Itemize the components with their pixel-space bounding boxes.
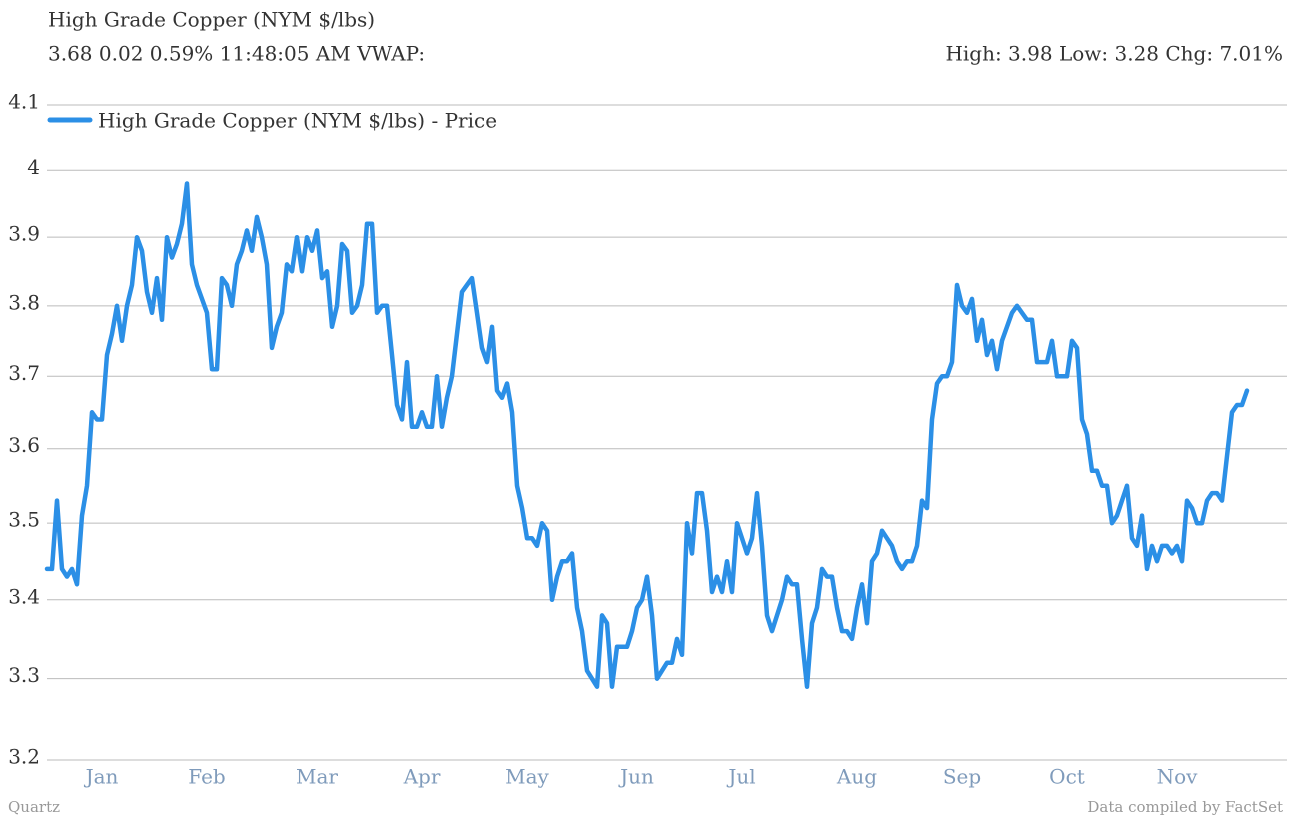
x-tick-label: Aug (836, 765, 877, 789)
x-tick-label: Sep (943, 765, 981, 789)
y-tick-label: 3.6 (8, 433, 40, 457)
x-tick-label: Apr (403, 765, 441, 789)
stats-line: High: 3.98 Low: 3.28 Chg: 7.01% (945, 42, 1283, 66)
y-tick-label: 3.3 (8, 663, 40, 687)
x-tick-label: Nov (1157, 765, 1199, 789)
y-tick-label: 4.1 (8, 90, 40, 114)
x-tick-label: Mar (296, 765, 338, 789)
quote-line: 3.68 0.02 0.59% 11:48:05 AM VWAP: (48, 42, 425, 66)
x-tick-label: Jun (618, 765, 654, 789)
y-tick-label: 3.4 (8, 584, 40, 608)
y-tick-label: 3.7 (8, 361, 40, 385)
y-tick-label: 3.5 (8, 508, 40, 532)
source-right: Data compiled by FactSet (1087, 798, 1283, 816)
source-left: Quartz (8, 798, 60, 816)
chart-title: High Grade Copper (NYM $/lbs) (48, 8, 375, 32)
price-line (44, 181, 1250, 689)
y-tick-label: 4 (27, 155, 40, 179)
legend-label: High Grade Copper (NYM $/lbs) - Price (98, 109, 497, 133)
x-tick-label: Jan (84, 765, 119, 789)
y-tick-label: 3.8 (8, 290, 40, 314)
x-tick-label: Jul (726, 765, 755, 789)
x-tick-label: May (505, 765, 549, 789)
y-tick-label: 3.2 (8, 745, 40, 769)
x-tick-label: Feb (188, 765, 225, 789)
y-tick-label: 3.9 (8, 222, 40, 246)
x-tick-label: Oct (1049, 765, 1085, 789)
